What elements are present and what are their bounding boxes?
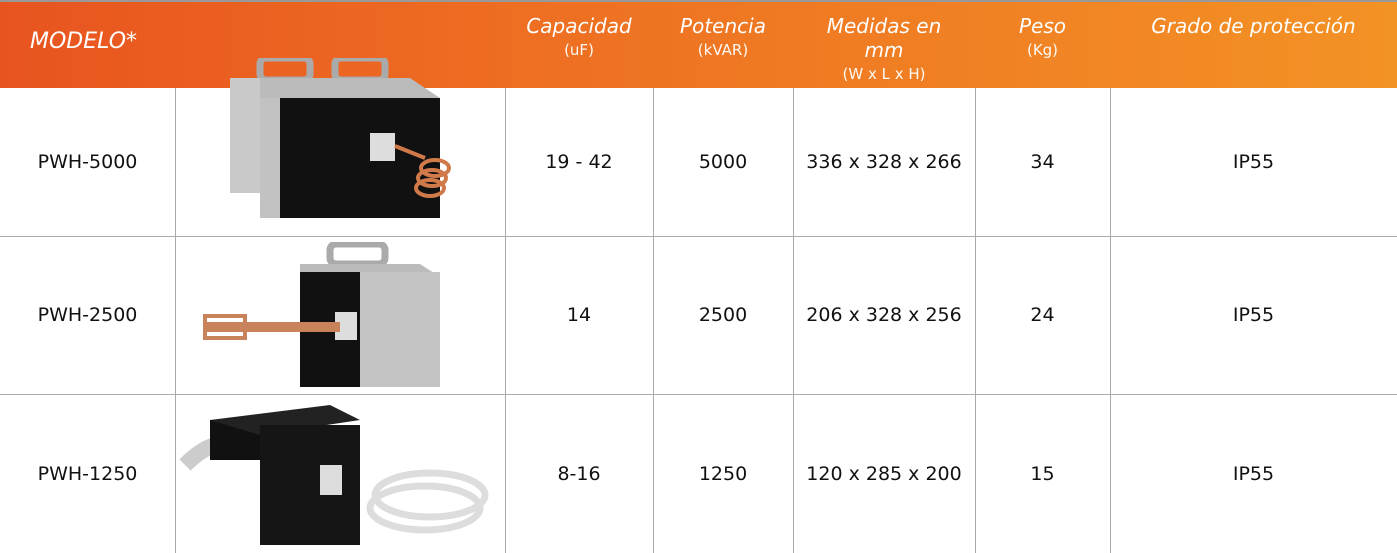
header-title: Potencia <box>680 14 766 38</box>
table-cell: PWH-5000 <box>37 151 138 173</box>
column-divider <box>653 88 654 553</box>
header-cell: Potencia (kVAR) <box>653 14 793 62</box>
table-cell: PWH-2500 <box>37 304 138 326</box>
column-divider <box>505 88 506 553</box>
header-title: Medidas en mm <box>826 14 942 62</box>
header-title: Capacidad <box>526 14 632 38</box>
row-divider <box>0 236 1397 237</box>
table-cell: 336 x 328 x 266 <box>806 151 962 173</box>
table-cell: 206 x 328 x 256 <box>806 304 962 326</box>
header-cell: Capacidad (uF) <box>505 14 653 62</box>
table-cell: 1250 <box>698 462 748 485</box>
table-cell: 15 <box>1030 462 1055 485</box>
table-cell: PWH-1250 <box>37 462 138 485</box>
header-cell: Medidas en mm (W x L x H) <box>793 14 975 86</box>
table-cell: 19 - 42 <box>545 151 613 173</box>
header-unit: (kVAR) <box>697 41 749 59</box>
column-divider <box>975 88 976 553</box>
product-image <box>180 405 489 545</box>
column-divider <box>1110 88 1111 553</box>
table-cell: 14 <box>566 304 592 326</box>
header-title: Grado de protección <box>1151 14 1356 38</box>
column-divider <box>793 88 794 553</box>
header-model: MODELO* <box>30 29 138 54</box>
product-image <box>203 242 440 387</box>
table-cell: IP55 <box>1232 304 1275 326</box>
table-cell: 120 x 285 x 200 <box>806 462 962 485</box>
header-unit: (Kg) <box>1026 41 1059 59</box>
table-cell: 5000 <box>698 151 748 173</box>
header-cell: Peso (Kg) <box>975 14 1110 62</box>
table-cell: 24 <box>1030 304 1055 326</box>
product-image <box>230 58 451 218</box>
header-title: Peso <box>1018 14 1067 38</box>
header-cell: Grado de protección <box>1110 14 1397 38</box>
column-divider <box>175 88 176 553</box>
table-cell: 8-16 <box>557 462 601 485</box>
table-cell: IP55 <box>1232 462 1275 485</box>
header-unit: (uF) <box>564 41 594 59</box>
table-cell: 2500 <box>698 304 748 326</box>
header-row <box>0 0 1397 88</box>
table-cell: IP55 <box>1232 151 1275 173</box>
row-divider <box>0 394 1397 395</box>
table-cell: 34 <box>1030 151 1055 173</box>
header-unit: (W x L x H) <box>842 65 926 83</box>
